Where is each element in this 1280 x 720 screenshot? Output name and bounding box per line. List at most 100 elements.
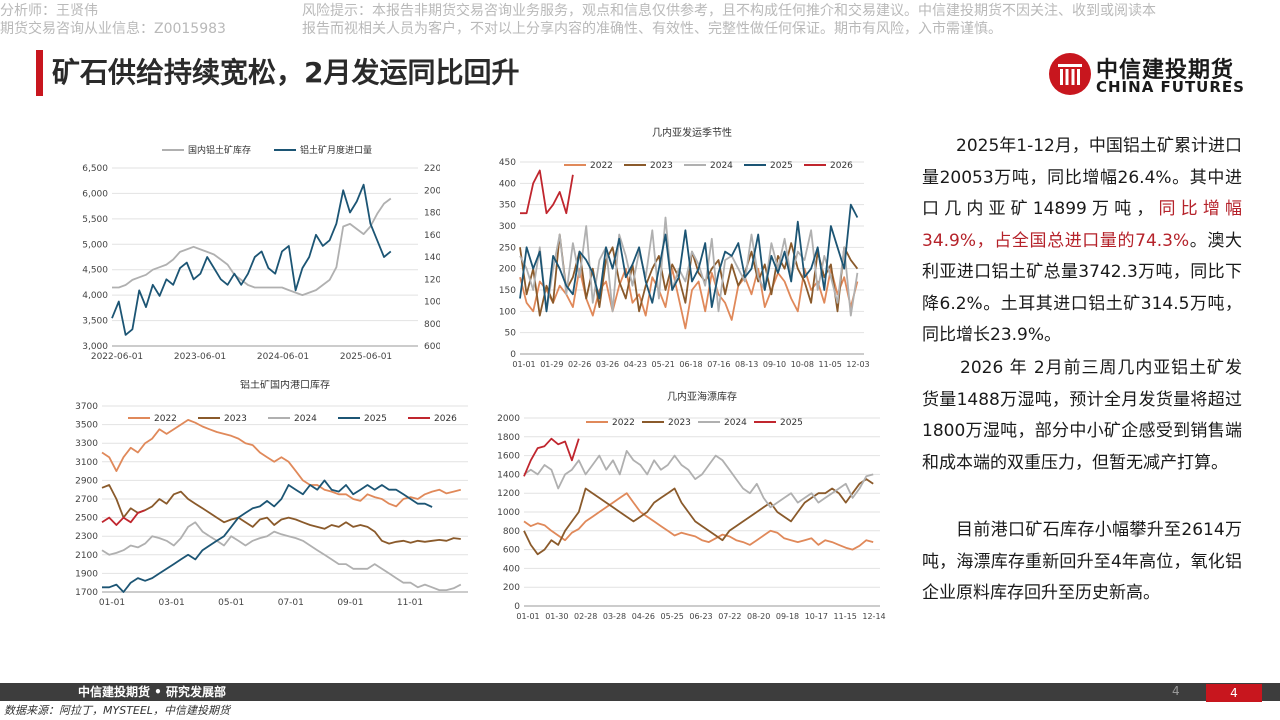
x-tick-label: 2022-06-01	[91, 352, 143, 362]
paragraph-imports: 2025年1-12月，中国铝土矿累计进口量20053万吨，同比增幅26.4%。其…	[922, 131, 1242, 352]
x-tick-label: 02-26	[568, 360, 591, 369]
series-line-国内铝土矿库存	[112, 197, 392, 297]
y-tick-label: 2700	[75, 495, 98, 505]
x-tick-label: 08-13	[735, 360, 758, 369]
y-tick-label: 0	[510, 350, 516, 360]
y-tick-label: 4,000	[82, 291, 108, 301]
footer-bar	[0, 683, 1280, 701]
x-tick-label: 07-16	[707, 360, 730, 369]
page-title: 矿石供给持续宽松，2月发运同比回升	[52, 56, 520, 89]
legend-label: 2025	[770, 161, 793, 171]
disclaimer-header: 分析师：王贤伟 期货交易咨询从业信息：Z0015983 风险提示：本报告非期货交…	[0, 0, 1280, 40]
x-tick-label: 12-03	[846, 360, 869, 369]
x-tick-label: 01-30	[545, 612, 568, 621]
y-tick-label: 2500	[75, 514, 98, 524]
chart-inventory-imports: 6,500 6,000 5,500 5,000 4,500 4,000 3,500 3,000…	[82, 144, 440, 362]
series-line-2024	[523, 450, 874, 509]
x-tick-label: 11-01	[397, 598, 423, 608]
chart-title: 几内亚发运季节性	[652, 126, 732, 139]
y-tick-label: 50	[505, 329, 517, 339]
y-tick-label: 300	[499, 222, 516, 232]
x-tick-label: 06-23	[689, 612, 712, 621]
x-tick-label: 01-01	[99, 598, 125, 608]
imports-text-b: 。澳大利亚进口铝土矿总量3742.3万吨，同比下降6.2%。土耳其进口铝土矿31…	[922, 230, 1242, 346]
y2-tick-label: 2000	[424, 186, 440, 196]
series-line-2025	[523, 437, 580, 477]
x-tick-label: 05-01	[218, 598, 244, 608]
analyst-name: 分析师：王贤伟	[0, 3, 98, 19]
y-tick-label: 1000	[497, 508, 520, 518]
series-line-铝土矿月度进口量	[111, 183, 392, 336]
risk-warning-line2: 报告而视相关人员为客户，不对以上分享内容的准确性、有效性、完整性做任何保证。期市…	[302, 21, 1002, 37]
x-tick-label: 04-23	[624, 360, 647, 369]
legend-label: 2024	[294, 414, 317, 424]
x-tick-label: 01-29	[540, 360, 563, 369]
x-tick-label: 01-01	[512, 360, 535, 369]
y-tick-label: 3,000	[82, 342, 108, 352]
y-tick-label: 2300	[75, 532, 98, 542]
chart-title: 铝土矿国内港口库存	[240, 380, 330, 391]
y-tick-label: 150	[499, 286, 516, 296]
legend-label: 2022	[590, 161, 613, 171]
chart-guinea-shipments: 几内亚发运季节性 450 400 350 300 250 200 150 100 50 001-01…	[499, 126, 870, 369]
risk-warning-line1: 风险提示：本报告非期货交易咨询业务服务，观点和信息仅供参考，且不构成任何推介和交…	[302, 3, 1156, 19]
logo-text-cn: 中信建投期货	[1096, 58, 1235, 83]
x-tick-label: 04-26	[632, 612, 655, 621]
series-line-2025	[519, 203, 859, 313]
y-tick-label: 1800	[497, 433, 520, 443]
y-tick-label: 3300	[75, 439, 98, 449]
y-tick-label: 100	[499, 307, 516, 317]
legend-label: 2024	[710, 161, 733, 171]
y-tick-label: 3500	[75, 421, 98, 431]
legend-label: 2022	[154, 414, 177, 424]
y-tick-label: 2000	[497, 414, 520, 424]
legend-label: 铝土矿月度进口量	[300, 144, 372, 156]
legend-label: 2023	[650, 161, 673, 171]
legend-label: 2022	[612, 418, 635, 428]
y2-tick-label: 1600	[424, 231, 440, 241]
legend-label: 2025	[780, 418, 803, 428]
y-tick-label: 3700	[75, 402, 98, 412]
title-accent-bar	[36, 50, 43, 96]
x-tick-label: 2023-06-01	[174, 352, 226, 362]
footer-department: 中信建投期货 • 研究发展部	[70, 683, 235, 701]
series-line-2025	[102, 479, 433, 593]
y-tick-label: 4,500	[82, 266, 108, 276]
chart-port-inventory: 铝土矿国内港口库存 3700 3500 3300 3100 2900 2700 2500 230…	[75, 380, 468, 608]
x-tick-label: 03-26	[596, 360, 619, 369]
imports-text-highlight: 同比增幅34.9%，占全国总进口量的74.3%	[922, 199, 1242, 251]
y-tick-label: 1400	[497, 470, 520, 480]
chart-title: 几内亚海漂库存	[667, 390, 737, 403]
y-tick-label: 6,500	[82, 164, 108, 174]
y-tick-label: 1200	[497, 489, 520, 499]
x-tick-label: 10-17	[805, 612, 828, 621]
y-tick-label: 1900	[75, 569, 98, 579]
legend-label: 2025	[364, 414, 387, 424]
legend-label: 2024	[724, 418, 747, 428]
legend-label: 2023	[224, 414, 247, 424]
series-line-2024	[101, 521, 462, 592]
series-line-2026	[101, 509, 146, 526]
imports-text-a: 2025年1-12月，中国铝土矿累计进口量20053万吨，同比增幅26.4%。其…	[922, 136, 1242, 219]
x-tick-label: 02-28	[574, 612, 597, 621]
series-line-2026	[520, 169, 574, 215]
page-number: 4	[1206, 684, 1262, 702]
x-tick-label: 12-14	[862, 612, 885, 621]
y-tick-label: 200	[503, 583, 520, 593]
y-tick-label: 0	[514, 602, 520, 612]
series-line-2022	[519, 267, 859, 330]
y-tick-label: 2100	[75, 551, 98, 561]
y-tick-label: 600	[503, 546, 520, 556]
x-tick-label: 08-20	[747, 612, 770, 621]
x-tick-label: 2025-06-01	[340, 352, 392, 362]
legend-label: 国内铝土矿库存	[188, 144, 251, 156]
x-tick-label: 03-28	[603, 612, 626, 621]
y-tick-label: 5,500	[82, 215, 108, 225]
y-tick-label: 1600	[497, 452, 520, 462]
y-tick-label: 3,500	[82, 317, 108, 327]
x-tick-label: 07-01	[278, 598, 304, 608]
data-source: 数据来源：阿拉丁，MYSTEEL，中信建投期货	[4, 704, 230, 717]
x-tick-label: 07-22	[718, 612, 741, 621]
y-tick-label: 250	[499, 243, 516, 253]
x-tick-label: 11-05	[819, 360, 842, 369]
